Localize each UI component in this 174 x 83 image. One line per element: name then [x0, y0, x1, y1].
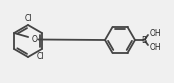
Text: OH: OH — [150, 42, 162, 51]
Text: OH: OH — [150, 28, 162, 38]
Text: B: B — [141, 36, 147, 44]
Text: O: O — [31, 35, 37, 43]
Text: Cl: Cl — [37, 51, 45, 61]
Text: Cl: Cl — [24, 14, 32, 22]
